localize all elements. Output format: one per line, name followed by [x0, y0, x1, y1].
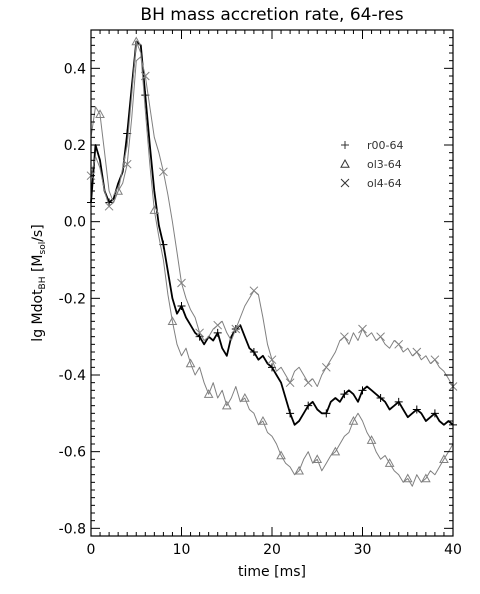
x-tick-label: 0 [87, 542, 96, 558]
data-point-ol4-64 [430, 355, 440, 365]
data-point-ol3-64 [384, 458, 395, 467]
data-point-ol3-64 [95, 109, 105, 119]
data-point-ol4-64 [340, 332, 349, 342]
legend-label: ol3-64 [367, 158, 402, 171]
x-tick-label: 30 [354, 542, 372, 558]
plot-area: 0 10 20 30 40 -0.8 -0.6 -0.4 -0.2 0.0 0.2 0.4 [59, 29, 462, 558]
x-axis-label: time [ms] [238, 564, 306, 580]
data-point-r00-64 [213, 328, 222, 337]
data-point-ol3-64 [421, 473, 431, 483]
data-point-ol3-64 [167, 316, 178, 326]
ticks-layer: 0 10 20 30 40 -0.8 -0.6 -0.4 -0.2 0.0 0.2 0.4 [59, 29, 462, 558]
series-r00-64 [87, 40, 457, 429]
data-point-ol3-64 [131, 36, 142, 46]
data-point-ol3-64 [312, 454, 323, 464]
data-point-ol3-64 [149, 205, 160, 214]
data-point-ol3-64 [366, 435, 377, 444]
y-tick-label: -0.2 [59, 291, 86, 307]
data-point-r00-64 [376, 394, 385, 402]
data-point-r00-64 [412, 405, 421, 414]
data-point-ol4-64 [159, 167, 168, 177]
y-axis-label: lg MdotBH [Msol/s] [30, 224, 48, 341]
data-point-ol3-64 [276, 450, 286, 460]
legend-label: r00-64 [367, 139, 404, 152]
data-point-ol4-64 [195, 328, 204, 338]
data-point-ol3-64 [294, 465, 304, 475]
legend-label: ol4-64 [367, 177, 402, 190]
data-point-ol4-64 [303, 378, 313, 388]
y-axis-label-mid: [M [30, 254, 46, 276]
data-point-ol4-64 [249, 286, 259, 296]
data-point-ol3-64 [240, 392, 250, 402]
data-point-ol4-64 [104, 201, 114, 211]
series-line-ol3-64 [90, 41, 454, 487]
data-point-r00-64 [322, 409, 331, 418]
data-point-r00-64 [304, 401, 313, 410]
data-point-ol4-64 [376, 332, 385, 342]
data-point-r00-64 [249, 348, 258, 356]
legend: r00-64 ol3-64 ol4-64 [340, 139, 404, 190]
data-point-ol4-64 [177, 278, 186, 288]
data-point-r00-64 [394, 397, 403, 406]
y-tick-label: 0.2 [64, 138, 86, 154]
legend-marker-ol3-64 [340, 158, 350, 168]
x-tick-label: 10 [173, 542, 191, 558]
y-axis-label-sub2: sol [38, 242, 48, 255]
y-tick-label: -0.8 [59, 521, 86, 537]
data-point-ol3-64 [113, 185, 123, 195]
data-point-ol4-64 [122, 159, 132, 169]
data-point-ol4-64 [140, 71, 150, 81]
x-tick-label: 20 [263, 542, 281, 558]
series-ol4-64 [86, 56, 458, 391]
data-point-r00-64 [177, 302, 186, 310]
data-point-ol4-64 [213, 320, 223, 330]
data-point-ol4-64 [358, 324, 367, 334]
legend-marker-ol4-64 [340, 178, 350, 188]
data-point-r00-64 [286, 409, 295, 418]
series-layer [86, 36, 458, 487]
data-point-ol3-64 [203, 389, 214, 398]
data-point-ol3-64 [402, 473, 413, 483]
data-point-ol4-64 [285, 378, 295, 388]
data-point-r00-64 [340, 390, 349, 399]
chart-title: BH mass accretion rate, 64-res [140, 5, 403, 25]
x-tick-label: 40 [444, 542, 462, 558]
data-point-ol3-64 [348, 415, 359, 425]
data-point-ol3-64 [330, 446, 341, 456]
data-point-ol3-64 [221, 400, 232, 410]
y-axis-label-sub1: BH [38, 276, 48, 289]
legend-marker-r00-64 [341, 141, 349, 149]
data-point-r00-64 [358, 386, 367, 395]
data-point-r00-64 [430, 409, 439, 418]
y-tick-label: -0.4 [59, 368, 86, 384]
series-ol3-64 [90, 36, 454, 487]
data-point-ol3-64 [185, 358, 196, 368]
data-point-ol3-64 [258, 415, 268, 425]
y-axis-label-main: lg Mdot [30, 289, 46, 342]
data-point-ol3-64 [439, 454, 449, 464]
y-tick-label: 0.4 [64, 61, 86, 77]
data-point-ol4-64 [267, 355, 277, 365]
data-point-ol4-64 [321, 362, 331, 372]
data-point-ol4-64 [231, 324, 241, 334]
y-axis-label-end: /s] [30, 224, 46, 241]
y-tick-label: -0.6 [59, 445, 86, 461]
data-point-ol4-64 [394, 339, 404, 349]
y-tick-label: 0.0 [64, 215, 86, 231]
data-point-ol4-64 [412, 347, 422, 357]
